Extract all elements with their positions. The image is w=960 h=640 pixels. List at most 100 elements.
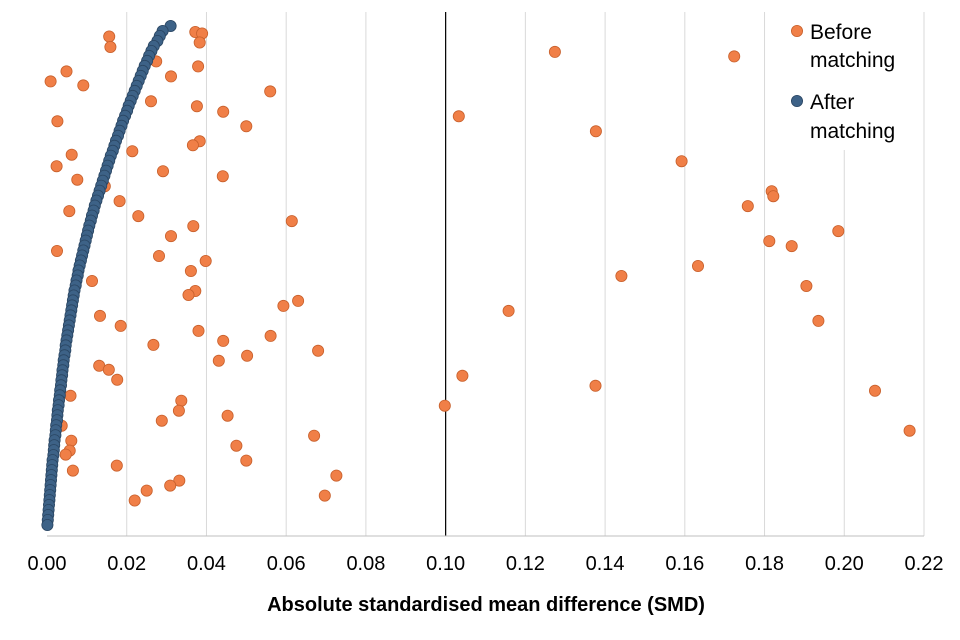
- point-before-matching: [51, 244, 64, 257]
- point-before-matching: [452, 110, 465, 123]
- x-axis-title: Absolute standardised mean difference (S…: [267, 594, 705, 616]
- point-before-matching: [869, 384, 882, 397]
- point-before-matching: [132, 210, 145, 223]
- point-before-matching: [144, 95, 157, 108]
- point-before-matching: [548, 45, 561, 58]
- point-before-matching: [767, 190, 780, 203]
- point-before-matching: [212, 354, 225, 367]
- point-before-matching: [812, 314, 825, 327]
- point-before-matching: [221, 409, 234, 422]
- point-before-matching: [675, 155, 688, 168]
- x-tick-label: 0.12: [506, 553, 545, 575]
- point-before-matching: [187, 220, 200, 233]
- x-tick-label: 0.10: [426, 553, 465, 575]
- x-tick-labels: 0.00 0.02 0.04 0.06 0.08 0.10 0.12 0.14 0.16 0.18…: [28, 553, 944, 575]
- point-before-matching: [264, 329, 277, 342]
- x-tick-label: 0.22: [905, 553, 944, 575]
- point-before-matching: [65, 434, 78, 447]
- point-before-matching: [103, 30, 116, 43]
- x-tick-label: 0.18: [745, 553, 784, 575]
- point-before-matching: [502, 304, 515, 317]
- legend-label-before-line1: Before: [810, 21, 872, 44]
- point-before-matching: [152, 249, 165, 262]
- series-before-matching: [44, 25, 916, 507]
- point-before-matching: [155, 414, 168, 427]
- x-tick-label: 0.20: [825, 553, 864, 575]
- point-before-matching: [285, 215, 298, 228]
- point-before-matching: [114, 319, 127, 332]
- point-after-matching: [41, 519, 54, 532]
- point-before-matching: [182, 288, 195, 301]
- point-before-matching: [312, 344, 325, 357]
- point-before-matching: [741, 200, 754, 213]
- legend-label-after-line1: After: [810, 91, 854, 114]
- point-before-matching: [903, 424, 916, 437]
- point-before-matching: [217, 334, 230, 347]
- point-before-matching: [292, 294, 305, 307]
- point-before-matching: [71, 173, 84, 186]
- point-before-matching: [330, 469, 343, 482]
- point-before-matching: [277, 299, 290, 312]
- point-before-matching: [44, 75, 57, 88]
- point-before-matching: [164, 230, 177, 243]
- point-before-matching: [110, 459, 123, 472]
- point-before-matching: [102, 363, 115, 376]
- x-tick-label: 0.16: [665, 553, 704, 575]
- point-before-matching: [230, 439, 243, 452]
- data-points: [41, 19, 916, 532]
- point-before-matching: [64, 389, 77, 402]
- x-tick-label: 0.04: [187, 553, 226, 575]
- x-tick-label: 0.06: [267, 553, 306, 575]
- point-before-matching: [50, 160, 63, 173]
- point-before-matching: [113, 195, 126, 208]
- point-before-matching: [318, 489, 331, 502]
- point-before-matching: [241, 349, 254, 362]
- point-before-matching: [589, 379, 602, 392]
- point-before-matching: [140, 484, 153, 497]
- point-before-matching: [104, 41, 117, 54]
- point-before-matching: [240, 454, 253, 467]
- point-before-matching: [199, 254, 212, 267]
- series-after-matching: [41, 19, 177, 532]
- point-before-matching: [186, 139, 199, 152]
- legend-marker-before: [791, 24, 804, 37]
- point-before-matching: [832, 225, 845, 238]
- point-before-matching: [59, 448, 72, 461]
- legend-marker-after: [791, 95, 804, 108]
- point-before-matching: [190, 100, 203, 113]
- x-tick-label: 0.14: [586, 553, 625, 575]
- point-before-matching: [192, 324, 205, 337]
- point-before-matching: [128, 494, 141, 507]
- point-before-matching: [456, 369, 469, 382]
- point-before-matching: [51, 115, 64, 128]
- x-tick-label: 0.08: [346, 553, 385, 575]
- point-before-matching: [77, 79, 90, 92]
- point-before-matching: [164, 70, 177, 83]
- legend-label-before-line2: matching: [810, 49, 895, 72]
- point-before-matching: [65, 148, 78, 161]
- point-before-matching: [217, 105, 230, 118]
- point-before-matching: [800, 279, 813, 292]
- point-before-matching: [615, 269, 628, 282]
- point-before-matching: [216, 170, 229, 183]
- point-before-matching: [240, 120, 253, 133]
- point-before-matching: [94, 309, 107, 322]
- point-before-matching: [763, 235, 776, 248]
- point-before-matching: [589, 125, 602, 138]
- point-before-matching: [86, 274, 99, 287]
- point-before-matching: [173, 474, 186, 487]
- point-before-matching: [264, 85, 277, 98]
- point-before-matching: [438, 399, 451, 412]
- legend-background: [782, 10, 922, 150]
- x-tick-label: 0.00: [28, 553, 67, 575]
- point-before-matching: [126, 145, 139, 158]
- point-before-matching: [156, 165, 169, 178]
- point-before-matching: [728, 50, 741, 63]
- point-before-matching: [147, 338, 160, 351]
- point-before-matching: [193, 36, 206, 49]
- point-before-matching: [66, 464, 79, 477]
- legend-label-after-line2: matching: [810, 120, 895, 143]
- point-before-matching: [172, 404, 185, 417]
- point-before-matching: [184, 264, 197, 277]
